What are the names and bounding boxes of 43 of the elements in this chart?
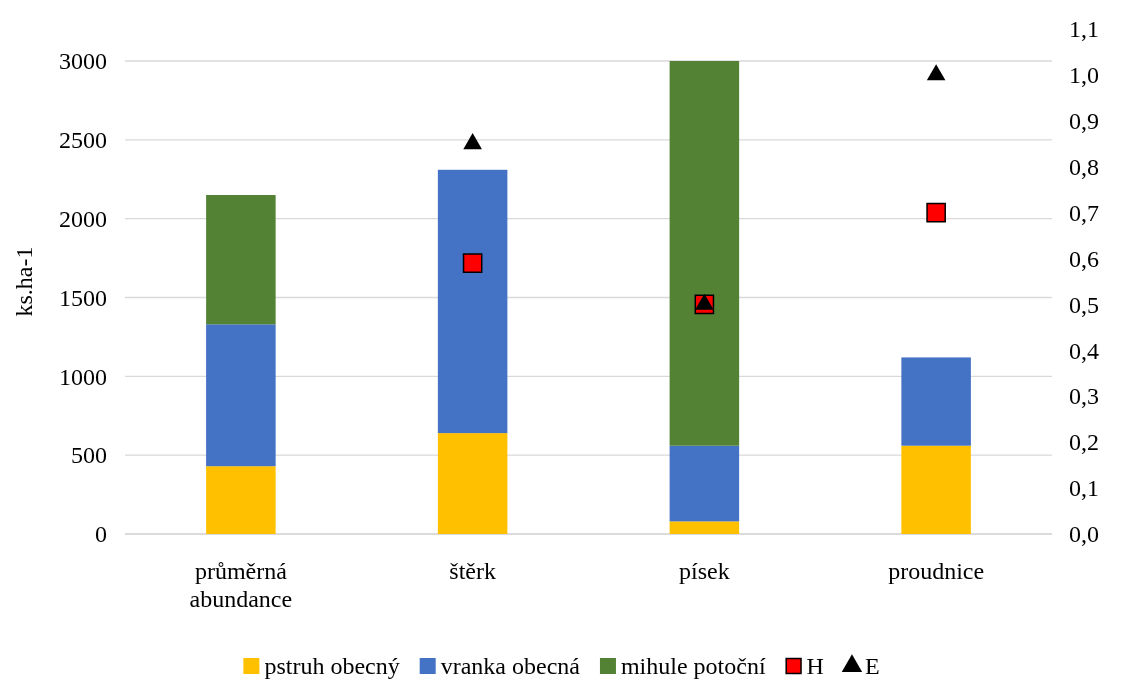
y-tick-label: 3000 bbox=[59, 48, 107, 75]
legend-label: vranka obecná bbox=[440, 653, 581, 679]
bar bbox=[206, 195, 276, 325]
y2-tick-label: 0,4 bbox=[1069, 337, 1099, 364]
bar bbox=[669, 521, 740, 534]
y2-tick-label: 0,8 bbox=[1069, 153, 1099, 180]
x-tick-label: proudnice bbox=[888, 558, 985, 584]
y2-tick-label: 0,6 bbox=[1069, 245, 1099, 272]
y-tick-label: 2500 bbox=[59, 127, 107, 154]
bar bbox=[901, 445, 971, 534]
y2-tick-label: 0,3 bbox=[1069, 383, 1099, 410]
x-tick-label: průměrná abundance bbox=[189, 558, 293, 612]
bar bbox=[669, 61, 740, 446]
y-tick-label: 500 bbox=[71, 442, 107, 469]
point bbox=[926, 202, 946, 223]
bar bbox=[206, 466, 276, 534]
legend-label: H bbox=[806, 653, 824, 679]
bar bbox=[206, 324, 276, 467]
point bbox=[926, 64, 946, 81]
y2-tick-label: 1,1 bbox=[1069, 16, 1099, 43]
point bbox=[462, 253, 483, 273]
bar bbox=[669, 445, 740, 522]
bar bbox=[437, 169, 508, 434]
y2-tick-label: 0,0 bbox=[1069, 521, 1099, 548]
legend-label: pstruh obecný bbox=[264, 653, 400, 679]
y-tick-label: 0 bbox=[95, 521, 107, 548]
x-tick-label: písek bbox=[679, 558, 730, 584]
y2-tick-label: 0,5 bbox=[1069, 291, 1099, 318]
y2-tick-label: 0,2 bbox=[1069, 429, 1099, 456]
legend-label: mihule potoční bbox=[620, 653, 766, 679]
y-tick-label: 1500 bbox=[59, 284, 107, 311]
y2-tick-label: 1,0 bbox=[1069, 62, 1099, 89]
x-tick-label: štěrk bbox=[449, 558, 496, 584]
legend-label: E bbox=[864, 653, 880, 679]
y2-tick-label: 0,9 bbox=[1069, 108, 1099, 134]
y-tick-label: 2000 bbox=[59, 205, 107, 232]
bar bbox=[437, 433, 508, 534]
bar bbox=[901, 357, 971, 446]
y2-tick-label: 0,7 bbox=[1069, 199, 1099, 226]
y-axis-title: ks.ha-1 bbox=[11, 246, 37, 317]
y-tick-label: 1000 bbox=[59, 363, 107, 390]
y2-tick-label: 0,1 bbox=[1069, 475, 1099, 502]
point bbox=[463, 133, 482, 150]
